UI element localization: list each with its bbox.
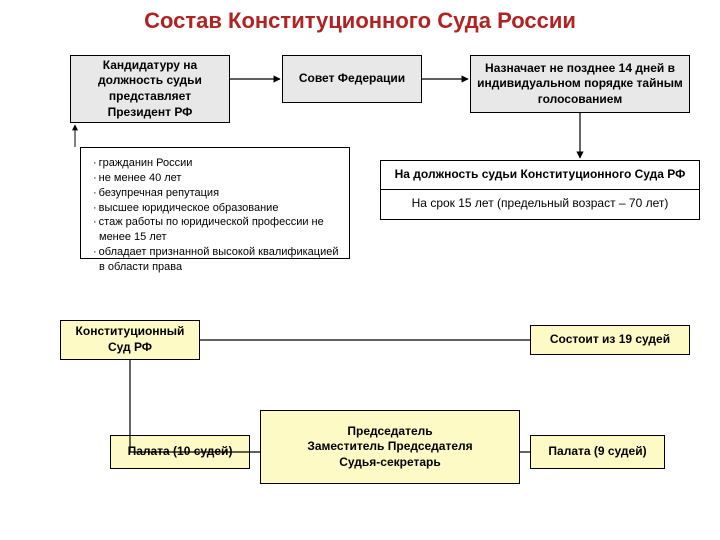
text-council: Совет Федерации (299, 71, 405, 87)
text-court: Конституционный Суд РФ (67, 324, 193, 355)
box-candidate: Кандидатуру на должность судьи представл… (70, 55, 230, 123)
requirement-item: высшее юридическое образование (93, 201, 341, 216)
box-council: Совет Федерации (282, 55, 422, 103)
requirement-item: не менее 40 лет (93, 171, 341, 186)
text-leadership: Председатель Заместитель Председателя Су… (307, 424, 472, 471)
requirement-item: стаж работы по юридической профессии не … (93, 215, 341, 245)
box-requirements: гражданин Россиине менее 40 летбезупречн… (80, 147, 350, 259)
requirement-item: гражданин России (93, 156, 341, 171)
text-vote: Назначает не позднее 14 дней в индивидуа… (477, 61, 683, 108)
box-court: Конституционный Суд РФ (60, 320, 200, 360)
appointment-top: На должность судьи Конституционного Суда… (381, 161, 699, 190)
text-candidate: Кандидатуру на должность судьи представл… (77, 58, 223, 120)
text-chamber-9: Палата (9 судей) (548, 444, 646, 460)
box-leadership: Председатель Заместитель Председателя Су… (260, 410, 520, 484)
text-judges-count: Состоит из 19 судей (550, 332, 670, 348)
box-vote: Назначает не позднее 14 дней в индивидуа… (470, 55, 690, 113)
requirements-list: гражданин Россиине менее 40 летбезупречн… (85, 156, 341, 275)
box-chamber-9: Палата (9 судей) (530, 435, 665, 469)
box-appointment: На должность судьи Конституционного Суда… (380, 160, 700, 220)
box-judges-count: Состоит из 19 судей (530, 325, 690, 355)
appointment-bottom: На срок 15 лет (предельный возраст – 70 … (381, 190, 699, 218)
requirement-item: обладает признанной высокой квалификацие… (93, 245, 341, 275)
requirement-item: безупречная репутация (93, 186, 341, 201)
page-title: Состав Конституционного Суда России (0, 8, 720, 34)
text-chamber-10: Палата (10 судей) (128, 444, 233, 460)
box-chamber-10: Палата (10 судей) (110, 435, 250, 469)
